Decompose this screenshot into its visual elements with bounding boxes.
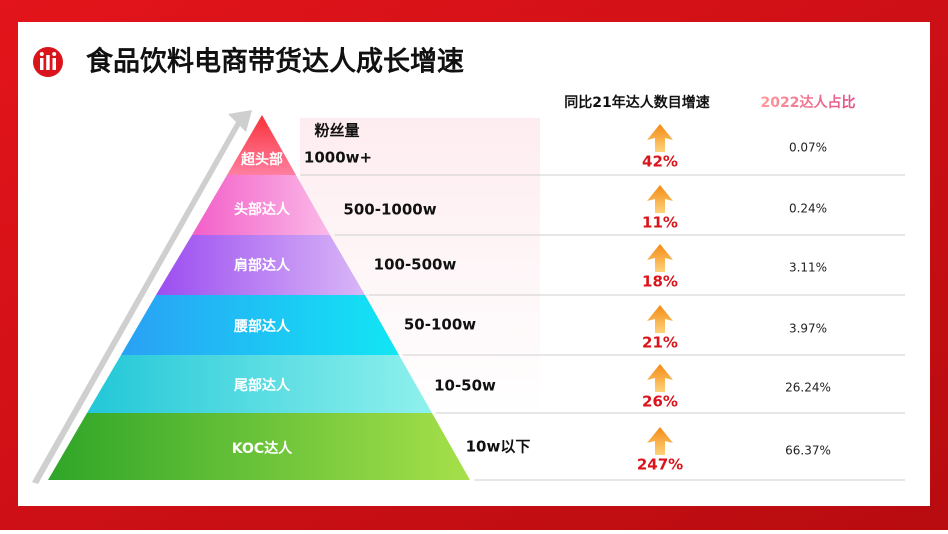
- share-value: 66.37%: [785, 444, 831, 458]
- layer: [227, 115, 296, 175]
- growth-arrow: [647, 364, 673, 392]
- growth-arrow: [647, 124, 673, 152]
- fans-header: 粉丝量: [314, 122, 359, 140]
- growth-header: 同比21年达人数目增速: [564, 94, 709, 111]
- growth-arrow: [647, 305, 673, 333]
- layer: [192, 175, 330, 235]
- share-value: 3.97%: [789, 322, 827, 336]
- tier-label: 尾部达人: [234, 377, 291, 394]
- growth-value: 11%: [642, 214, 678, 232]
- layer: [87, 355, 432, 413]
- growth-arrow: [647, 185, 673, 213]
- growth-value: 26%: [642, 393, 678, 411]
- growth-value: 21%: [642, 334, 678, 352]
- share-value: 26.24%: [785, 381, 831, 395]
- tier-label: 超头部: [240, 151, 283, 168]
- layer: [121, 295, 399, 355]
- logo: [33, 47, 63, 77]
- fans-range: 1000w+: [304, 149, 372, 167]
- tier-label: 腰部达人: [233, 318, 291, 335]
- share-value: 3.11%: [789, 261, 827, 275]
- growth-value: 247%: [637, 456, 683, 474]
- fans-range: 10w以下: [466, 438, 531, 456]
- tier-label: 肩部达人: [234, 257, 291, 274]
- share-value: 0.07%: [789, 141, 827, 155]
- share-value: 0.24%: [789, 202, 827, 216]
- side-arrow: [32, 110, 252, 484]
- rows: 超头部 1000w+ 42% 0.07% 头部达人 500-1000w 11% 0.24% 肩部…: [232, 124, 905, 481]
- tier-label: KOC达人: [232, 440, 293, 457]
- growth-value: 42%: [642, 153, 678, 171]
- fans-range: 500-1000w: [343, 201, 436, 219]
- fans-range: 100-500w: [374, 256, 457, 274]
- layer: [48, 413, 470, 480]
- tier-label: 头部达人: [234, 201, 291, 218]
- share-header: 2022达人占比: [761, 94, 856, 111]
- fans-range: 50-100w: [404, 316, 476, 334]
- growth-arrow: [647, 427, 673, 455]
- fans-range: 10-50w: [434, 377, 496, 395]
- layer: [156, 235, 365, 295]
- growth-arrow: [647, 244, 673, 272]
- title: 食品饮料电商带货达人成长增速: [86, 46, 464, 78]
- growth-value: 18%: [642, 273, 678, 291]
- pyramid: [48, 115, 470, 480]
